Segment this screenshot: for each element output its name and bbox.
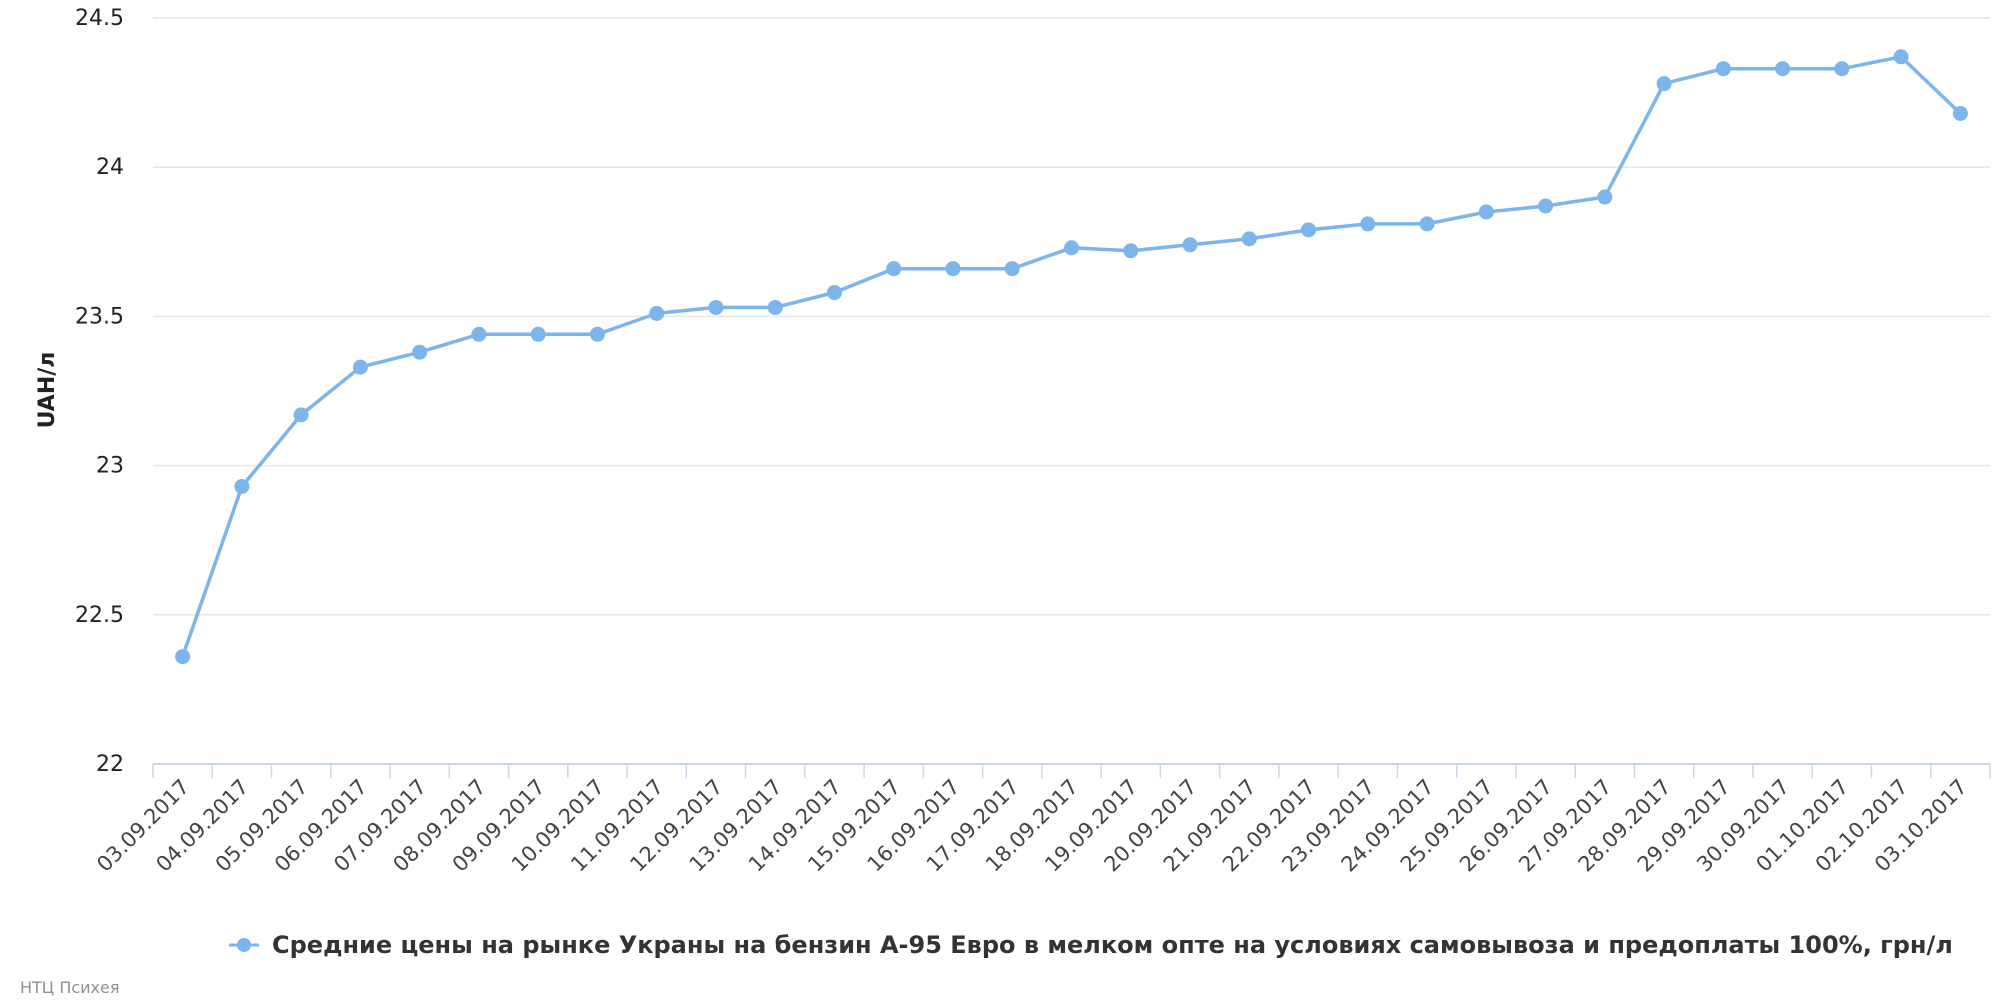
data-point[interactable] (886, 261, 902, 277)
data-point[interactable] (471, 326, 487, 342)
data-point[interactable] (175, 649, 191, 665)
data-point[interactable] (1241, 231, 1257, 247)
y-tick-label: 22.5 (75, 603, 124, 628)
data-point[interactable] (1656, 76, 1672, 92)
y-tick-label: 22 (96, 752, 124, 777)
y-axis-tick-labels: 22 22.5 23 23.5 24 24.5 (75, 6, 124, 777)
data-point[interactable] (412, 344, 428, 360)
data-point[interactable] (1597, 189, 1613, 205)
data-points (175, 49, 1968, 665)
data-point[interactable] (1004, 261, 1020, 277)
data-point[interactable] (1064, 240, 1079, 256)
y-tick-label: 24 (96, 155, 124, 180)
y-tick-label: 24.5 (75, 6, 124, 31)
data-point[interactable] (1182, 237, 1198, 253)
grid-lines (153, 17, 1990, 616)
y-tick-label: 23 (96, 454, 124, 479)
y-axis-title: UAH/л (35, 352, 60, 429)
legend-marker-icon (237, 938, 251, 952)
data-point[interactable] (1419, 216, 1435, 232)
credits-text[interactable]: НТЦ Психея (20, 978, 119, 997)
data-point[interactable] (767, 299, 783, 315)
data-point[interactable] (1301, 222, 1317, 238)
data-point[interactable] (1893, 49, 1909, 65)
data-point[interactable] (589, 326, 605, 342)
data-point[interactable] (826, 285, 842, 301)
data-point[interactable] (530, 326, 546, 342)
x-axis (152, 763, 1991, 778)
data-point[interactable] (1775, 61, 1791, 77)
series-layer (180, 55, 1963, 659)
data-point[interactable] (1834, 61, 1850, 77)
legend[interactable]: Средние цены на рынке Украны на бензин А… (229, 931, 1953, 959)
data-point[interactable] (708, 299, 724, 315)
data-point[interactable] (1478, 204, 1494, 220)
data-point[interactable] (1123, 243, 1139, 259)
data-point[interactable] (1952, 105, 1968, 121)
data-point[interactable] (1715, 61, 1731, 77)
data-point[interactable] (649, 305, 665, 321)
y-tick-label: 23.5 (75, 304, 124, 329)
legend-label[interactable]: Средние цены на рынке Украны на бензин А… (272, 931, 1953, 959)
data-point[interactable] (1360, 216, 1376, 232)
data-point[interactable] (945, 261, 961, 277)
data-point[interactable] (352, 359, 368, 375)
data-point[interactable] (293, 407, 309, 423)
data-point[interactable] (1538, 198, 1554, 214)
data-point[interactable] (234, 478, 250, 494)
series-line (180, 55, 1963, 659)
x-axis-tick-labels: 03.09.201704.09.201705.09.201706.09.2017… (92, 775, 1972, 877)
